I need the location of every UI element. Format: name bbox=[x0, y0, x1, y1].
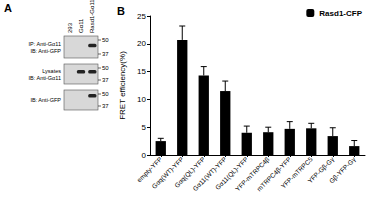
svg-text:IP: Anti-Gα11: IP: Anti-Gα11 bbox=[29, 41, 61, 47]
svg-text:Gα11(WT)-YFP: Gα11(WT)-YFP bbox=[191, 156, 228, 193]
svg-text:37: 37 bbox=[102, 51, 109, 57]
svg-text:YFP-mTRPC5: YFP-mTRPC5 bbox=[279, 155, 314, 190]
svg-text:Gα11: Gα11 bbox=[78, 18, 84, 33]
svg-text:20: 20 bbox=[137, 39, 146, 48]
svg-text:25: 25 bbox=[137, 12, 146, 21]
svg-text:A: A bbox=[4, 2, 12, 14]
svg-text:IB: Anti-Gα11: IB: Anti-Gα11 bbox=[29, 75, 61, 81]
svg-text:Rasd1-CFP: Rasd1-CFP bbox=[319, 9, 362, 18]
svg-text:IB: Anti-GFP: IB: Anti-GFP bbox=[30, 48, 61, 54]
svg-text:Gαq(QL)-YFP: Gαq(QL)-YFP bbox=[172, 155, 207, 189]
svg-text:50: 50 bbox=[102, 91, 109, 97]
svg-text:empty-YFP: empty-YFP bbox=[135, 155, 164, 184]
svg-text:10: 10 bbox=[137, 95, 146, 104]
svg-text:FRET efficiency(%): FRET efficiency(%) bbox=[118, 51, 127, 120]
svg-text:B: B bbox=[117, 5, 125, 17]
svg-text:50: 50 bbox=[102, 65, 109, 71]
svg-text:Rasd1-Gα11: Rasd1-Gα11 bbox=[89, 0, 95, 33]
svg-text:50: 50 bbox=[102, 37, 109, 43]
svg-text:0: 0 bbox=[142, 151, 147, 160]
svg-text:Gβ-YFP-Gγ: Gβ-YFP-Gγ bbox=[328, 155, 358, 185]
svg-text:YFP-mTRPC4β: YFP-mTRPC4β bbox=[234, 155, 272, 193]
svg-text:Gα11(QL)-YFP: Gα11(QL)-YFP bbox=[213, 155, 250, 192]
svg-text:YFP-Gβ-Gγ: YFP-Gβ-Gγ bbox=[306, 155, 336, 185]
svg-text:37: 37 bbox=[102, 103, 109, 109]
svg-text:293: 293 bbox=[67, 22, 73, 33]
svg-text:Lysates: Lysates bbox=[42, 68, 61, 74]
svg-text:IB: Anti-GFP: IB: Anti-GFP bbox=[30, 97, 61, 103]
svg-text:15: 15 bbox=[137, 67, 146, 76]
svg-text:37: 37 bbox=[102, 77, 109, 83]
svg-text:5: 5 bbox=[142, 123, 147, 132]
svg-text:mTRPC4β-YFP: mTRPC4β-YFP bbox=[255, 156, 293, 194]
svg-text:Gαq(WT)-YFP: Gαq(WT)-YFP bbox=[150, 155, 185, 190]
